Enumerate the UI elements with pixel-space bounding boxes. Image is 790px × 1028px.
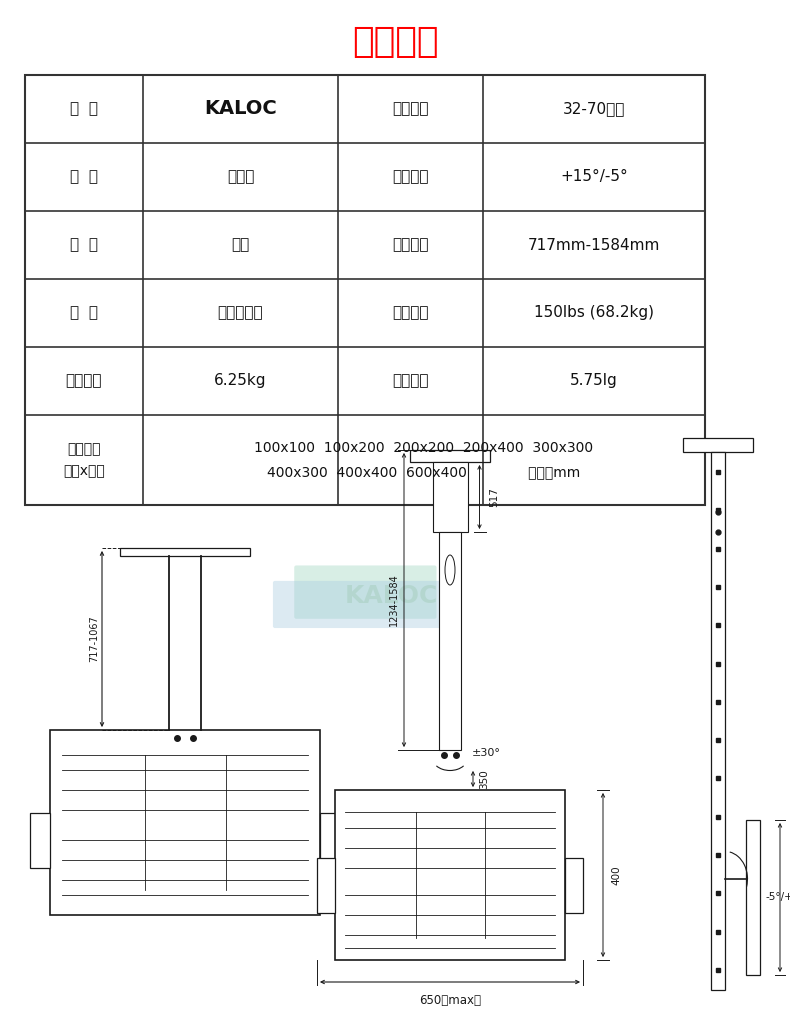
Text: 上下倾角: 上下倾角 (393, 170, 429, 184)
Text: 黑色: 黑色 (231, 237, 250, 253)
Bar (410, 450, 490, 462)
Text: 材  质: 材 质 (70, 305, 98, 321)
Text: -5°/+15°: -5°/+15° (765, 892, 790, 902)
Text: 717mm-1584mm: 717mm-1584mm (528, 237, 660, 253)
FancyBboxPatch shape (273, 581, 447, 628)
Text: 产品净重: 产品净重 (393, 373, 429, 389)
Bar (565, 858, 583, 913)
Text: 类  别: 类 别 (70, 170, 98, 184)
Text: 32-70英寸: 32-70英寸 (562, 102, 625, 116)
FancyBboxPatch shape (294, 565, 437, 619)
Ellipse shape (445, 555, 455, 585)
Text: 400x300  400x400  600x400              单位：mm: 400x300 400x400 600x400 单位：mm (267, 465, 581, 479)
Text: 颜  色: 颜 色 (70, 237, 98, 253)
Bar (711, 452, 725, 990)
Bar (25, 75, 705, 505)
Bar (50, 730, 320, 915)
Text: 517: 517 (490, 487, 499, 507)
Text: +15°/-5°: +15°/-5° (560, 170, 628, 184)
Text: KALOC: KALOC (204, 100, 276, 118)
Text: 71: 71 (788, 892, 790, 903)
Bar (320, 813, 340, 869)
Text: 717-1067: 717-1067 (89, 616, 99, 662)
Text: KALOC: KALOC (344, 584, 438, 609)
Text: 5.75lg: 5.75lg (570, 373, 618, 389)
Text: 400: 400 (611, 866, 621, 885)
Text: 650（max）: 650（max） (419, 994, 481, 1007)
Text: 试用尺寸: 试用尺寸 (393, 102, 429, 116)
Text: 350: 350 (479, 769, 489, 788)
Bar (317, 858, 335, 913)
Bar (335, 790, 565, 960)
Text: 150lbs (68.2kg): 150lbs (68.2kg) (534, 305, 654, 321)
Text: 吊装架: 吊装架 (227, 170, 254, 184)
Text: 1234-1584: 1234-1584 (389, 574, 399, 626)
Text: 优质冷轧板: 优质冷轧板 (218, 305, 263, 321)
Bar (30, 813, 50, 869)
Bar (120, 548, 250, 556)
Text: 产品毛重: 产品毛重 (66, 373, 102, 389)
Bar (432, 462, 468, 533)
Bar (439, 533, 461, 750)
Text: 安装空位
横向x纵向: 安装空位 横向x纵向 (63, 442, 105, 478)
Text: 6.25kg: 6.25kg (214, 373, 267, 389)
Text: 承重范围: 承重范围 (393, 305, 429, 321)
Bar (683, 438, 753, 452)
Text: 产品参数: 产品参数 (352, 25, 438, 59)
Text: 品  牌: 品 牌 (70, 102, 98, 116)
Text: 伸缩长度: 伸缩长度 (393, 237, 429, 253)
Text: 100x100  100x200  200x200  200x400  300x300: 100x100 100x200 200x200 200x400 300x300 (254, 441, 593, 455)
Bar (746, 820, 760, 975)
Text: ±30°: ±30° (472, 748, 501, 758)
